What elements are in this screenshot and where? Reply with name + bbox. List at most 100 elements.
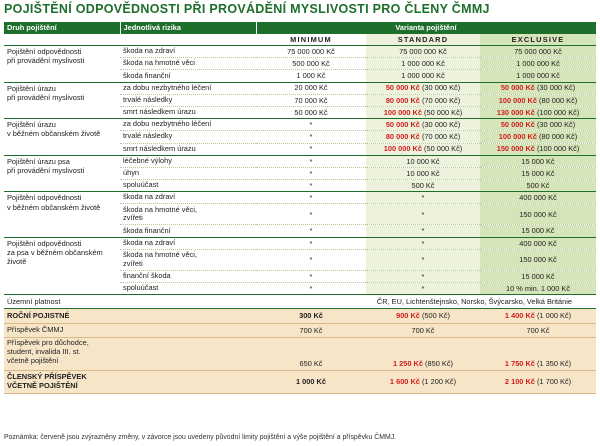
page-title: POJIŠTĚNÍ ODPOVĚDNOSTI PŘI PROVÁDĚNÍ MYS… [4,2,490,16]
changed-value: 1 250 Kč [393,358,423,368]
footnote: Poznámka: červeně jsou zvýrazněny změny,… [4,434,397,441]
value: (30 000 Kč) [419,83,461,93]
value: 400 000 Kč [519,238,557,248]
risk-cell: léčebné výlohy [120,155,256,168]
risk-cell: škoda finanční [120,224,256,238]
minimum-cell: * [256,203,366,226]
value: (1 000 Kč) [534,311,572,321]
value: 15 000 Kč [521,271,555,281]
value: (70 000 Kč) [419,95,461,105]
exclusive-cell: 15 000 Kč [480,167,596,181]
value: (100 000 Kč) [534,144,580,154]
value: (70 000 Kč) [419,132,461,142]
risk-cell: škoda na zdraví [120,191,256,205]
value: * [421,193,425,203]
value: (1 200 Kč) [419,377,457,387]
table-row: Pojištění odpovědnosti při provádění mys… [4,45,596,83]
table-row: trvalé následky * 80 000 Kč (70 000 Kč) 100… [4,130,596,144]
value: (30 000 Kč) [419,120,461,130]
column-header-risk: Jednotlivá rizika [120,22,257,34]
summary-label: Příspěvek pro důchodce, student, invalid… [4,337,256,372]
table-row: smrt následkem úrazu * 100 000 Kč (50 000 … [4,143,596,156]
risk-cell: spoluúčast [120,179,256,193]
standard-cell: * [366,224,480,238]
changed-value: 50 000 Kč [385,120,420,130]
changed-value: 80 000 Kč [385,132,420,142]
changed-value: 100 000 Kč [498,95,537,105]
value: (850 Kč) [423,358,453,368]
value: (1 350 Kč) [534,358,572,368]
standard-cell: 500 Kč [366,179,480,193]
value: 1 000 000 Kč [516,71,560,81]
changed-value: 1 600 Kč [389,377,420,387]
table-body: Pojištění odpovědnosti při provádění mys… [4,45,596,395]
value: (100 000 Kč) [534,107,580,117]
table-row: spoluúčast * * 10 % min. 1 000 Kč [4,282,596,296]
summary-standard: 1 250 Kč (850 Kč) [366,337,480,372]
table-row: spoluúčast * 500 Kč 500 Kč [4,179,596,193]
standard-cell: 80 000 Kč (70 000 Kč) [366,94,480,107]
changed-value: 2 100 Kč [504,377,535,387]
table-row: smrt následkem úrazu 50 000 Kč 100 000 Kč … [4,106,596,120]
risk-cell: smrt následkem úrazu [120,143,256,156]
value: 500 Kč [526,180,550,190]
summary-exclusive: 700 Kč [480,323,596,339]
value: * [421,209,425,219]
minimum-cell: * [256,282,366,296]
variant-header-row: MINIMUM STANDARD EXCLUSIVE [4,34,596,46]
risk-cell: škoda na hmotné věci, zvířeti [120,203,256,226]
minimum-cell: 50 000 Kč [256,106,366,120]
changed-value: 150 000 Kč [496,144,535,154]
risk-cell: škoda na hmotné věci [120,57,256,71]
variant-exclusive: EXCLUSIVE [480,34,596,46]
changed-value: 130 000 Kč [496,107,535,117]
summary-row: ROČNÍ POJISTNÉ 300 Kč 900 Kč (500 Kč) 1 400… [4,308,596,325]
standard-cell: * [366,282,480,296]
value: 15 000 Kč [521,168,555,178]
variant-minimum: MINIMUM [256,34,366,46]
summary-minimum: 700 Kč [256,323,366,339]
value: 75 000 000 Kč [399,46,447,56]
standard-cell: 80 000 Kč (70 000 Kč) [366,130,480,144]
summary-exclusive: 1 750 Kč (1 350 Kč) [480,337,596,372]
risk-cell: škoda na hmotné věci, zvířeti [120,249,256,271]
minimum-cell: 70 000 Kč [256,94,366,107]
exclusive-cell: 100 000 Kč (80 000 Kč) [480,130,596,144]
minimum-cell: * [256,179,366,193]
minimum-cell: * [256,118,366,132]
territory-row: Územní platnost ČR, EU, Lichtenštejnsko, … [4,294,596,310]
summary-standard: 900 Kč (500 Kč) [366,308,480,325]
changed-value: 100 000 Kč [383,107,422,117]
value: 1 000 000 Kč [401,71,445,81]
standard-cell: 100 000 Kč (50 000 Kč) [366,106,480,120]
standard-cell: 1 000 000 Kč [366,57,480,71]
minimum-cell: * [256,191,366,205]
summary-standard: 700 Kč [366,323,480,339]
value: 1 000 000 Kč [516,59,560,69]
risk-cell: škoda na zdraví [120,45,256,59]
category-cell: Pojištění odpovědnosti při provádění mys… [4,45,120,83]
risk-cell: trvalé následky [120,94,256,107]
changed-value: 100 000 Kč [498,132,537,142]
standard-cell: 50 000 Kč (30 000 Kč) [366,118,480,132]
exclusive-cell: 150 000 Kč (100 000 Kč) [480,143,596,156]
changed-value: 900 Kč [396,311,420,321]
minimum-cell: 75 000 000 Kč [256,45,366,59]
risk-cell: trvalé následky [120,130,256,144]
exclusive-cell: 50 000 Kč (30 000 Kč) [480,118,596,132]
risk-cell: za dobu nezbytného léčení [120,118,256,132]
changed-value: 100 000 Kč [383,144,422,154]
summary-minimum: 1 000 Kč [256,370,366,395]
value: (30 000 Kč) [534,83,576,93]
exclusive-cell: 1 000 000 Kč [480,69,596,83]
territory-value: ČR, EU, Lichtenštejnsko, Norsko, Švýcars… [120,294,596,310]
summary-row: ČLENSKÝ PŘÍSPĚVEK VČETNĚ POJIŠTĚNÍ 1 000 … [4,370,596,395]
table-row: Pojištění úrazu psa při provádění mysliv… [4,155,596,193]
insurance-table: Druh pojištění Jednotlivá rizika Variant… [4,22,597,395]
summary-label: ČLENSKÝ PŘÍSPĚVEK VČETNĚ POJIŠTĚNÍ [4,370,256,395]
exclusive-cell: 1 000 000 Kč [480,57,596,71]
value: * [421,271,425,281]
summary-minimum: 300 Kč [256,308,366,325]
changed-value: 80 000 Kč [385,95,420,105]
exclusive-cell: 50 000 Kč (30 000 Kč) [480,82,596,95]
